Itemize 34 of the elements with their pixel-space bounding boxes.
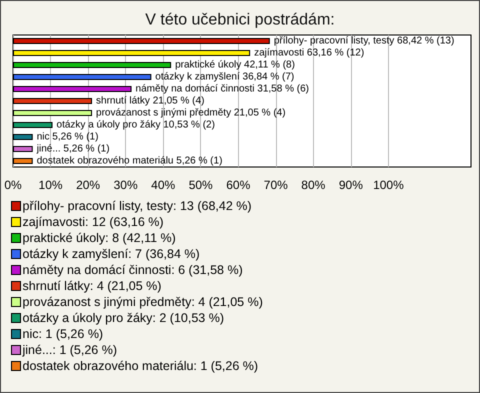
data-label: nic 5,26 % (1) xyxy=(36,132,98,142)
data-label: provázanost s jinými předměty 21,05 % (4) xyxy=(96,108,286,118)
data-label: přílohy- pracovní listy, testy 68,42 % (13) xyxy=(274,36,454,46)
data-label: otázky k zamyšlení 36,84 % (7) xyxy=(155,72,294,82)
x-tick-label: 0% xyxy=(4,178,22,192)
data-label: otázky a úkoly pro žáky 10,53 % (2) xyxy=(56,120,215,130)
x-tick-label: 80% xyxy=(301,178,326,192)
data-label: shrnutí látky 21,05 % (4) xyxy=(96,96,204,106)
x-tick-label: 30% xyxy=(114,178,138,192)
x-tick-label: 70% xyxy=(264,178,288,192)
data-label: dostatek obrazového materiálu 5,26 % (1) xyxy=(36,156,222,166)
x-tick-label: 60% xyxy=(226,178,251,192)
legend-label: otázky a úkoly pro žáky: 2 (10,53 %) xyxy=(22,311,224,325)
x-tick-label: 50% xyxy=(188,178,214,192)
legend-label: jiné...: 1 (5,26 %) xyxy=(22,343,117,357)
data-label: náměty na domácí činnosti 31,58 % (6) xyxy=(136,84,309,94)
legend-label: přílohy- pracovní listy, testy: 13 (68,42 %) xyxy=(22,199,252,213)
x-tick-label: 100% xyxy=(373,178,404,192)
data-label: praktické úkoly 42,11 % (8) xyxy=(175,60,295,70)
x-tick-label: 20% xyxy=(76,178,100,192)
legend-label: provázanost s jinými předměty: 4 (21,05 %) xyxy=(22,295,263,309)
data-label: zajímavosti 63,16 % (12) xyxy=(254,48,364,58)
x-tick-label: 90% xyxy=(338,178,364,192)
legend-label: nic: 1 (5,26 %) xyxy=(22,327,104,341)
legend-label: praktické úkoly: 8 (42,11 %) xyxy=(22,231,176,245)
data-label: jiné... 5,26 % (1) xyxy=(36,144,110,154)
legend-label: shrnutí látky: 4 (21,05 %) xyxy=(22,279,162,293)
chart-title: V této učebnici postrádám: xyxy=(145,12,335,28)
legend-label: náměty na domácí činnosti: 6 (31,58 %) xyxy=(22,263,243,277)
legend-label: dostatek obrazového materiálu: 1 (5,26 %) xyxy=(22,359,258,373)
legend-label: zajímavosti: 12 (63,16 %) xyxy=(22,215,164,229)
x-tick-label: 40% xyxy=(151,178,176,192)
legend-label: otázky k zamyšlení: 7 (36,84 %) xyxy=(22,247,200,261)
x-tick-label: 10% xyxy=(38,178,63,192)
